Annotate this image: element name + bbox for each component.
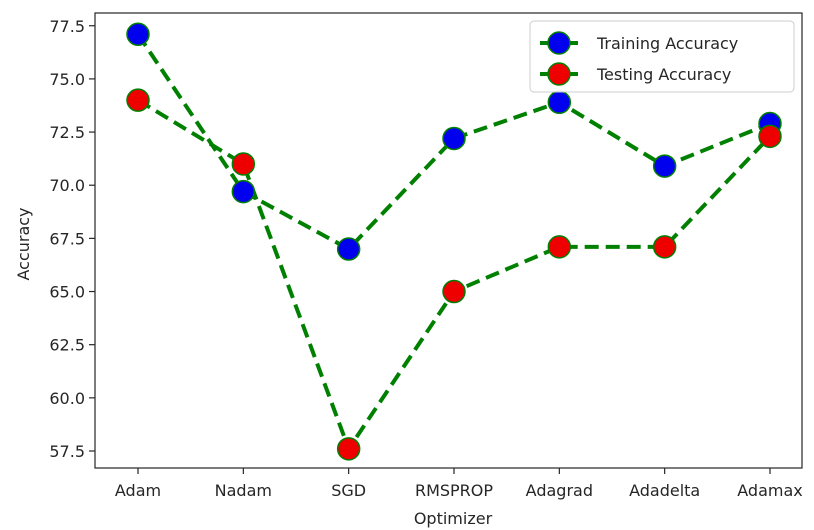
data-point-training (652, 154, 677, 178)
data-point-testing (442, 279, 466, 304)
plot-area (94, 12, 803, 469)
y-tick-label: 57.5 (49, 442, 85, 461)
x-tick-label: Adamax (737, 481, 802, 500)
data-point-training (442, 126, 466, 151)
x-tick-label: SGD (331, 481, 366, 500)
data-point-testing (126, 88, 150, 112)
x-tick-label: Nadam (215, 481, 272, 500)
y-tick-label: 77.5 (49, 17, 85, 36)
x-tick-label: Adam (115, 481, 161, 500)
x-axis: Adam Nadam SGD RMSPROP Adagrad Adadelta Adamax (115, 468, 803, 500)
y-axis-label: Accuracy (14, 207, 33, 280)
data-point-training (336, 237, 361, 261)
data-point-testing (652, 235, 677, 259)
legend-box (529, 20, 795, 93)
x-tick-label: Adagrad (526, 481, 593, 500)
data-point-training (231, 179, 256, 204)
legend: Training Accuracy Testing Accuracy (529, 20, 795, 93)
data-point-testing (231, 152, 256, 176)
series-line-testing (136, 98, 772, 451)
series-layer (126, 22, 782, 461)
legend-marker (547, 31, 571, 55)
data-point-training (126, 22, 150, 47)
y-tick-label: 75.0 (49, 70, 85, 89)
y-tick-label: 67.5 (49, 229, 85, 248)
data-point-training (547, 90, 572, 115)
y-tick-label: 65.0 (49, 283, 85, 302)
y-axis: 57.5 60.0 62.5 65.0 67.5 70.0 72.5 75.0 77.5 (49, 17, 95, 461)
y-tick-label: 72.5 (49, 123, 85, 142)
plot-frame (94, 12, 803, 469)
data-point-testing (336, 437, 361, 461)
x-tick-label: RMSPROP (415, 481, 493, 500)
legend-label: Training Accuracy (596, 34, 738, 53)
y-tick-label: 60.0 (49, 389, 85, 408)
x-axis-label: Optimizer (414, 509, 493, 528)
legend-label: Testing Accuracy (596, 65, 731, 84)
y-tick-label: 62.5 (49, 336, 85, 355)
y-tick-label: 70.0 (49, 176, 85, 195)
x-tick-label: Adadelta (629, 481, 700, 500)
legend-marker (547, 62, 571, 86)
data-point-testing (547, 235, 572, 259)
data-point-testing (758, 124, 782, 149)
